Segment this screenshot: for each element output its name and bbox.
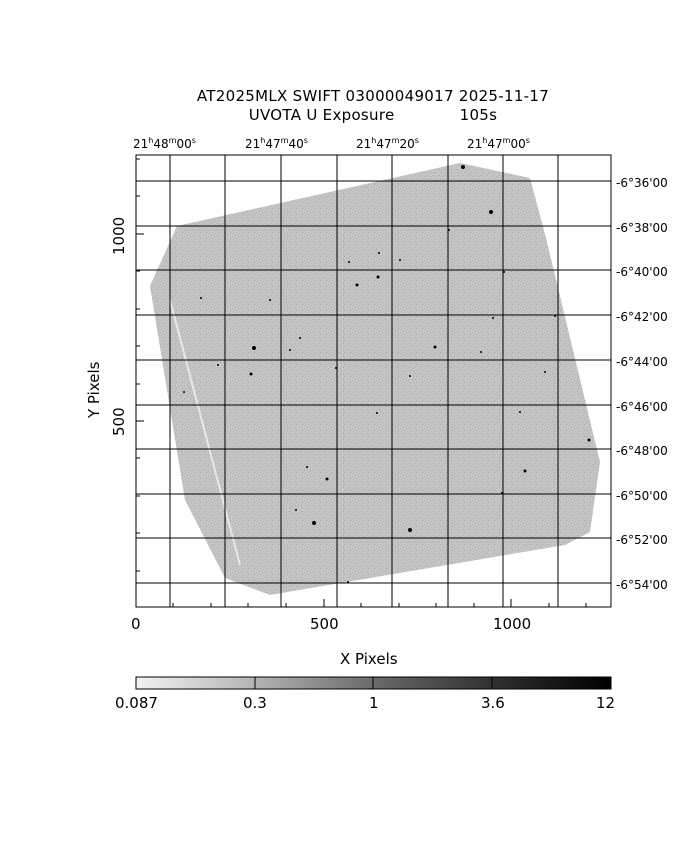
dec-tick-label: -6°46'00 (616, 400, 668, 414)
plot-title: AT2025MLX SWIFT 03000049017 2025-11-17 (196, 87, 550, 105)
plot-frame (135, 154, 612, 608)
y-axis-label: Y Pixels (85, 361, 103, 418)
x-tick-label: 1000 (493, 615, 532, 633)
exposure-footprint (150, 163, 600, 595)
colorbar-tick-label: 0.087 (115, 694, 158, 712)
colorbar-tick-label: 0.3 (243, 694, 267, 712)
coordinate-grid (136, 155, 611, 607)
x-axis-label: X Pixels (340, 650, 398, 668)
colorbar-ticks (254, 677, 493, 689)
exposure-type: UVOTA U Exposure (248, 106, 395, 124)
x-ticks (135, 599, 587, 607)
exposure-time: 105s (459, 106, 498, 124)
y-tick-label: 1000 (110, 216, 128, 255)
ra-tick-label: 21h48m00s (133, 136, 196, 151)
ra-tick-label: 21h47m00s (467, 136, 530, 151)
dec-tick-label: -6°50'00 (616, 489, 668, 503)
edge-streak (169, 299, 241, 566)
y-ticks (136, 158, 144, 572)
sources (183, 165, 591, 583)
dec-tick-label: -6°52'00 (616, 533, 668, 547)
dec-tick-label: -6°40'00 (616, 265, 668, 279)
colorbar-tick-label: 12 (596, 694, 616, 712)
dec-tick-label: -6°36'00 (616, 176, 668, 190)
dec-tick-label: -6°44'00 (616, 355, 668, 369)
ra-tick-label: 21h47m20s (356, 136, 419, 151)
ra-tick-label: 21h47m40s (245, 136, 308, 151)
colorbar-tick-label: 1 (369, 694, 379, 712)
colorbar-tick-label: 3.6 (481, 694, 505, 712)
x-tick-label: 0 (131, 615, 141, 633)
x-tick-label: 500 (310, 615, 339, 633)
dec-tick-label: -6°54'00 (616, 578, 668, 592)
dec-tick-label: -6°48'00 (616, 444, 668, 458)
dec-tick-label: -6°38'00 (616, 221, 668, 235)
y-tick-label: 500 (110, 407, 128, 436)
plot-subtitle: UVOTA U Exposure 105s (0, 106, 680, 124)
dec-tick-label: -6°42'00 (616, 310, 668, 324)
